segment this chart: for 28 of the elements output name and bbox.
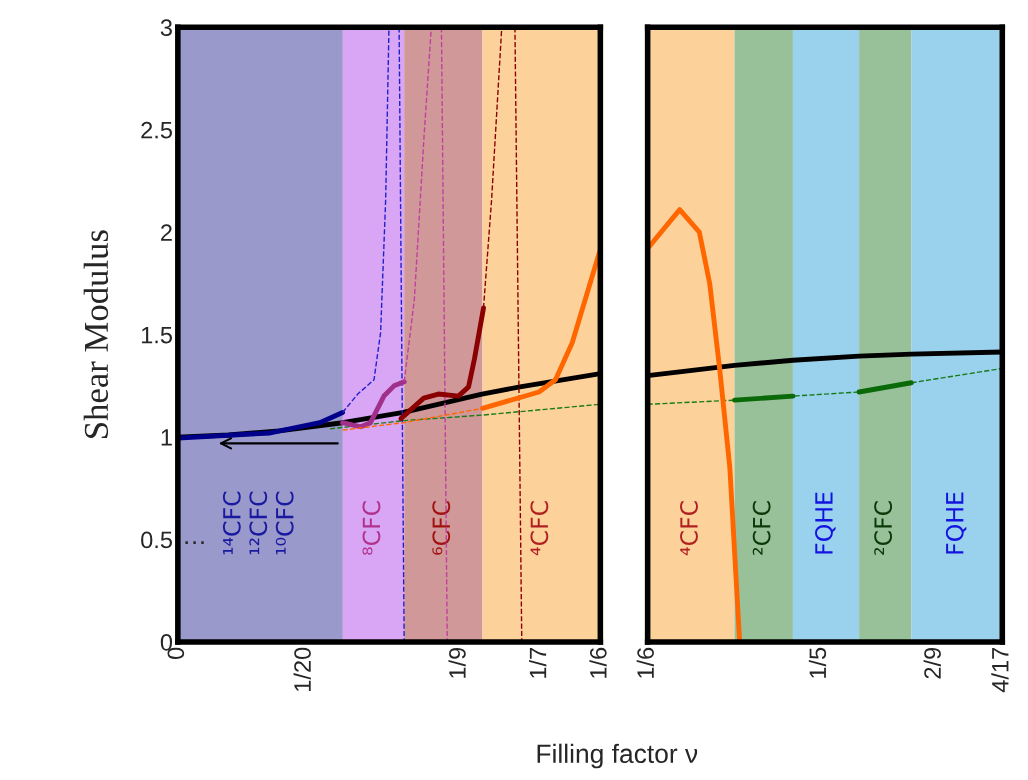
x-tick-label: 1/7 bbox=[529, 647, 547, 678]
x-axis-title: Filling factor ν bbox=[537, 743, 698, 769]
band-label: ¹⁴CFC ¹²CFC ¹⁰CFC bbox=[222, 491, 294, 555]
band-label: ²CFC bbox=[752, 501, 771, 555]
x-tick-label: 1/9 bbox=[448, 647, 466, 678]
band-label: FQHE bbox=[815, 492, 836, 554]
y-axis-title: Shear Modulus bbox=[83, 230, 109, 438]
y-tick-label: 3 bbox=[160, 19, 172, 37]
band-label: FQHE bbox=[945, 492, 967, 554]
line-series bbox=[340, 379, 407, 430]
annotation: … bbox=[185, 541, 204, 544]
line-series bbox=[329, 403, 601, 430]
band-label: ⁸CFC bbox=[362, 501, 381, 555]
x-tick-label: 1/6 bbox=[589, 647, 607, 678]
x-tick-label: 1/20 bbox=[293, 647, 311, 691]
band-label: ⁴CFC bbox=[530, 501, 549, 556]
x-tick-label: 1/6 bbox=[636, 647, 654, 678]
y-tick-label: 1.5 bbox=[141, 326, 172, 344]
band-label: ⁴CFC bbox=[680, 501, 698, 556]
y-tick-label: 0.5 bbox=[141, 531, 172, 549]
band-label: ²CFC bbox=[874, 501, 893, 555]
y-tick-label: 1 bbox=[161, 429, 172, 446]
band-label: ⁶CFC bbox=[432, 501, 451, 555]
y-tick-label: 2.5 bbox=[141, 121, 172, 139]
x-tick-label: 1/5 bbox=[808, 647, 827, 678]
x-tick-label: 4/17 bbox=[991, 647, 1009, 693]
y-tick-label: 2 bbox=[161, 224, 172, 241]
x-tick-label: 2/9 bbox=[923, 647, 941, 679]
